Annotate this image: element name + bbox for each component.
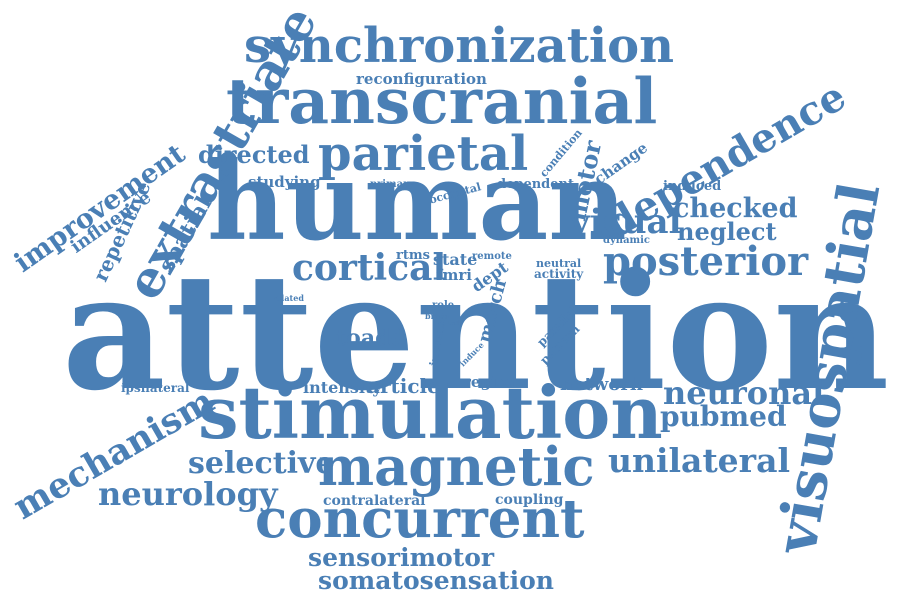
word-cortical: cortical [292,247,447,289]
word-task: task [448,320,463,327]
word-synchronization: synchronization [244,18,675,74]
word-sensorimotor: sensorimotor [308,543,495,572]
word-parietal: parietal [318,126,529,182]
word-attention: attention [62,238,890,426]
word-neutral: neutral [536,257,582,270]
word-selective: selective [188,446,335,481]
word-pubmed: pubmed [660,400,787,433]
word-directed: directed [198,140,310,169]
word-concurrent: concurrent [255,488,585,550]
word-posterior: posterior [603,238,809,285]
word-contralateral: contralateral [323,493,426,509]
word-neuronal: neuronal [663,374,825,412]
word-stimulation: stimulation [198,370,663,455]
word-studying: studying [248,173,321,191]
word-transcranial: transcranial [226,64,658,138]
word-dependent: dependent [497,177,574,192]
word-unilateral: unilateral [608,441,790,480]
word-somatosensation: somatosensation [318,566,554,595]
word-dynamic: dynamic [603,235,651,246]
word-induced: induced [663,179,722,194]
word-network: network [560,374,643,395]
word-neurology: neurology [98,475,278,513]
word-toadd: toadd [336,325,406,351]
word-region: region [463,373,518,391]
word-ipsilateral: ipsilateral [121,381,190,395]
word-role: role [432,300,455,311]
word-reconfiguration: reconfiguration [356,70,487,88]
word-remote: remote [472,251,512,262]
word-visual: visual [570,202,682,242]
word-magnetic: magnetic [318,436,595,498]
word-primary: primary [370,179,415,190]
word-state: state [433,250,478,269]
word-neglect: neglect [677,217,777,246]
word-activity: activity [534,267,584,281]
word-brain: brain [425,311,449,321]
word-human: human [207,139,627,265]
word-checked: checked [673,193,798,224]
word-article: article [367,374,440,398]
word-fmri: fmri [436,266,472,284]
word-related: related [272,293,304,303]
word-coupling: coupling [495,492,564,508]
word-intensity: intensity [303,378,382,397]
word-rtms: rtms [396,248,430,263]
